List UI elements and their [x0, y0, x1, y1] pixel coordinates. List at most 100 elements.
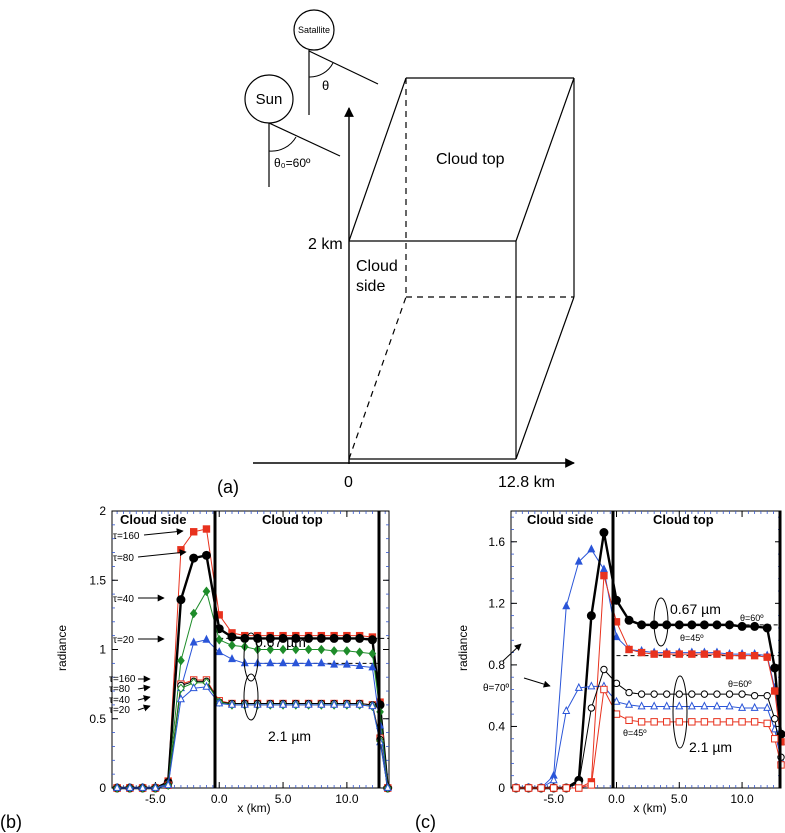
theta-label: θ	[322, 78, 329, 93]
circle-marker	[771, 715, 779, 723]
triangle-marker	[763, 702, 772, 711]
square-marker	[771, 735, 779, 743]
triangle-marker	[625, 699, 634, 708]
chart-b-ellipse-21	[243, 673, 259, 721]
cloud-box	[348, 77, 575, 460]
circle-marker	[253, 633, 263, 643]
diagram-panel-a: Satallite θ Sun θ₀=60º Cloud top	[244, 9, 575, 491]
circle-marker	[587, 704, 596, 712]
x-tick-label: 5.0	[275, 792, 292, 806]
triangle-marker	[650, 701, 659, 710]
triangle-marker	[675, 701, 684, 710]
square-marker	[771, 687, 779, 695]
square-marker	[650, 650, 658, 658]
chart-b-axes: -5.0 0.0 5.0 10.0 0 0.5 1 1.5 2	[89, 504, 390, 806]
triangle-marker	[587, 681, 596, 690]
series-line	[516, 685, 782, 789]
circle-marker	[688, 690, 696, 698]
circle-marker	[600, 665, 608, 674]
chart-b-xlabel: x (km)	[237, 801, 270, 815]
chart-b-series	[112, 525, 393, 793]
series-line	[117, 679, 389, 789]
square-marker	[575, 784, 583, 792]
chart-c-wavelength-21: 2.1 µm	[689, 739, 732, 755]
panel-label-c: (c)	[415, 812, 436, 832]
chart-b: -5.0 0.0 5.0 10.0 0 0.5 1 1.5 2 Cloud side Cloud…	[55, 504, 393, 815]
cloud-side-label-line1: Cloud	[356, 258, 398, 275]
series-line	[117, 590, 389, 789]
series-line	[117, 682, 389, 789]
square-marker	[663, 718, 671, 726]
chart-b-tau40-label-21: τ=40	[109, 695, 130, 706]
square-marker	[763, 653, 771, 661]
chart-b-tau40-arrow-21	[137, 695, 151, 702]
diamond-marker	[266, 644, 275, 655]
triangle-marker	[215, 647, 224, 656]
circle-marker	[750, 691, 759, 700]
square-marker	[725, 718, 734, 726]
y-tick-label: 0	[498, 781, 505, 795]
square-marker	[537, 784, 545, 792]
chart-b-tau160-arrow	[143, 528, 184, 536]
square-marker	[202, 525, 211, 533]
triangle-marker	[304, 699, 313, 708]
chart-c-angle-label-60-21: θ=60º	[728, 679, 752, 689]
chart-c-axes: -5.0 0.0 5.0 10.0 0 0.4 0.8 1.2 1.6	[488, 510, 782, 806]
triangle-marker	[227, 654, 236, 663]
square-marker	[637, 718, 646, 726]
square-marker	[625, 645, 633, 654]
triangle-marker	[712, 701, 721, 710]
triangle-marker	[176, 694, 185, 703]
square-marker	[189, 528, 198, 536]
y-tick-label: 1.2	[488, 596, 505, 610]
diamond-marker	[215, 635, 224, 645]
circle-marker	[201, 550, 211, 560]
triangle-marker	[202, 634, 211, 643]
chart-b-tau40-label: τ=40	[113, 594, 134, 605]
chart-c: -5.0 0.0 5.0 10.0 0 0.4 0.8 1.2 1.6 Cloud side C…	[456, 510, 785, 815]
circle-marker	[738, 690, 746, 698]
triangle-marker	[574, 556, 583, 565]
triangle-marker	[227, 699, 236, 708]
square-marker	[512, 784, 520, 792]
sun-label: Sun	[256, 91, 283, 108]
y-tick-label: 1.6	[488, 535, 505, 549]
chart-c-ylabel: radiance	[456, 625, 470, 671]
series-line	[117, 528, 389, 789]
circle-marker	[713, 690, 721, 698]
x-tick-label: 0.0	[608, 792, 625, 806]
square-marker	[675, 718, 683, 726]
chart-b-tau80-label: τ=80	[113, 553, 134, 564]
chart-c-ellipse-067	[653, 597, 669, 647]
triangle-marker	[368, 701, 377, 710]
triangle-marker	[291, 699, 300, 708]
circle-marker	[189, 553, 199, 563]
chart-b-tau20-label: τ=20	[113, 635, 134, 646]
chart-b-tau80-label-21: τ=80	[109, 684, 130, 695]
triangle-marker	[330, 659, 339, 668]
square-marker	[700, 718, 709, 726]
circle-marker	[762, 623, 772, 633]
square-marker	[688, 650, 696, 658]
diamond-marker	[355, 647, 364, 658]
circle-marker	[770, 663, 780, 673]
panel-label-a: (a)	[217, 477, 239, 497]
square-marker	[562, 784, 570, 792]
circle-marker	[227, 632, 237, 642]
square-marker	[700, 650, 709, 658]
triangle-marker	[164, 780, 173, 789]
chart-c-plot-frame	[510, 510, 782, 789]
square-marker	[725, 651, 734, 660]
square-marker	[713, 650, 721, 658]
diamond-marker	[202, 586, 211, 597]
chart-b-wavelength-21: 2.1 µm	[268, 728, 311, 744]
y-tick-label: 0.5	[89, 712, 106, 726]
circle-marker	[725, 690, 734, 698]
triangle-marker	[202, 681, 211, 690]
origin-label: 0	[344, 474, 353, 491]
triangle-marker	[687, 701, 696, 710]
x-tick-label: 5.0	[671, 792, 688, 806]
cloud-top-label: Cloud top	[436, 151, 505, 168]
chart-c-region-label-top: Cloud top	[653, 512, 714, 527]
triangle-marker	[368, 662, 377, 671]
